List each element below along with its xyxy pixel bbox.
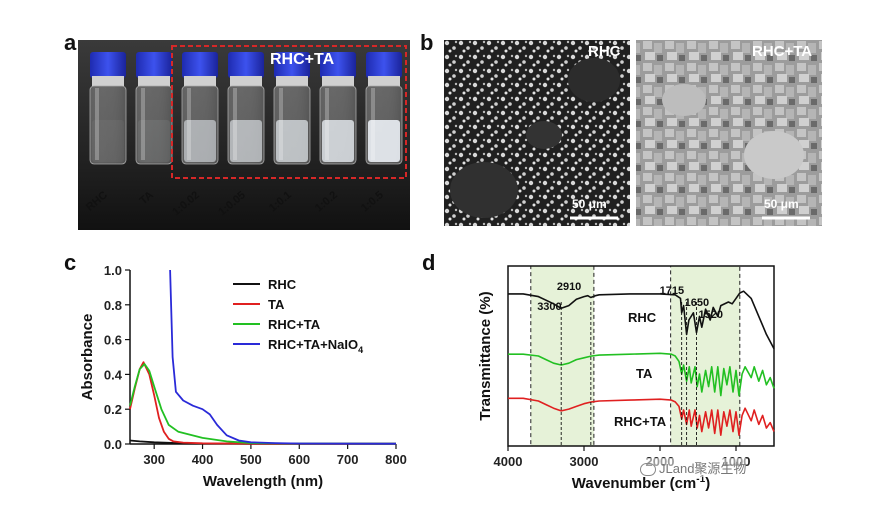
sem-rhc-label: RHC: [588, 43, 621, 60]
wechat-icon: [640, 463, 656, 477]
ftir-chart: 4000300020001000Wavenumber (cm-1)Transmi…: [478, 265, 775, 492]
vial-1:0.1: [273, 52, 311, 165]
uv-vis-chart: 0.0 0.2 0.4 0.6 0.8 1.0 300 400 500 600 700 800 Wave…: [79, 263, 407, 490]
curve-label: RHC+TA: [614, 414, 667, 429]
panel-d-letter: d: [422, 250, 436, 275]
scale-bar-left-label: 50 μm: [572, 197, 607, 211]
panel-a-photo: [78, 40, 410, 230]
peak-label: 2910: [557, 281, 581, 293]
series-RHC+TA+NaIO4: [169, 269, 397, 445]
x-axis-label: Wavenumber (cm-1): [572, 474, 710, 492]
panel-b-letter: b: [420, 30, 434, 55]
y-tick-label: 0.8: [104, 298, 122, 313]
vial-label: RHC: [84, 189, 110, 214]
vial-label: TA: [138, 189, 156, 207]
peak-label: 1715: [660, 285, 684, 297]
legend-entry: RHC+TA+NaIO4: [268, 337, 363, 355]
vial-label: 1:0.02: [170, 189, 202, 218]
series-RHC+TA: [508, 397, 775, 436]
curve-label: RHC: [628, 310, 657, 325]
y-axis-label: Transmittance (%): [478, 291, 494, 420]
y-axis-label: Absorbance: [79, 314, 96, 401]
x-tick-label: 500: [240, 452, 262, 467]
peak-label: 3300: [537, 301, 561, 313]
series-TA: [129, 361, 396, 445]
vial-1:0.5: [365, 52, 403, 165]
x-tick-label: 700: [337, 452, 359, 467]
y-tick-label: 0.2: [104, 402, 122, 417]
series-TA: [508, 352, 775, 397]
vial-label: 1:0.5: [359, 189, 386, 214]
vial-label: 1:0.2: [313, 189, 340, 214]
sem-rhc-ta-label: RHC+TA: [752, 43, 813, 60]
y-tick-label: 0.6: [104, 333, 122, 348]
vial-labels: RHC TA 1:0.02 1:0.05 1:0.1 1:0.2 1:0.5: [84, 189, 386, 218]
legend-entry: RHC: [268, 277, 297, 292]
series-RHC+TA: [129, 363, 397, 445]
vial-TA: [135, 52, 173, 165]
panel-a-letter: a: [64, 30, 77, 55]
x-tick-label: 3000: [570, 454, 599, 469]
watermark: JLand聚源生物: [640, 458, 747, 477]
watermark-text: JLand聚源生物: [659, 461, 747, 476]
y-tick-label: 0.0: [104, 437, 122, 452]
x-tick-label: 800: [385, 452, 407, 467]
vial-1:0.2: [319, 52, 357, 165]
x-tick-label: 400: [192, 452, 214, 467]
vial-1:0.05: [227, 52, 265, 165]
scale-bar-right-label: 50 μm: [764, 197, 799, 211]
vial-label: 1:0.05: [216, 189, 248, 218]
peak-label: 1650: [685, 297, 709, 309]
y-tick-label: 1.0: [104, 263, 122, 278]
x-tick-label: 300: [143, 452, 165, 467]
y-tick-label: 0.4: [104, 367, 123, 382]
panel-c-letter: c: [64, 250, 77, 275]
plot-frame: [507, 265, 775, 447]
vial-RHC: [89, 52, 127, 165]
curve-label: TA: [636, 366, 653, 381]
legend-entry: RHC+TA: [268, 317, 321, 332]
x-tick-label: 4000: [494, 454, 523, 469]
vial-1:0.02: [181, 52, 219, 165]
x-axis-label: Wavelength (nm): [203, 473, 323, 490]
rhc-ta-group-label: RHC+TA: [270, 51, 335, 68]
vial-label: 1:0.1: [267, 189, 294, 214]
peak-label: 1520: [698, 309, 722, 321]
x-tick-label: 600: [288, 452, 310, 467]
panel-b-sem: [444, 40, 822, 226]
legend-entry: TA: [268, 297, 285, 312]
